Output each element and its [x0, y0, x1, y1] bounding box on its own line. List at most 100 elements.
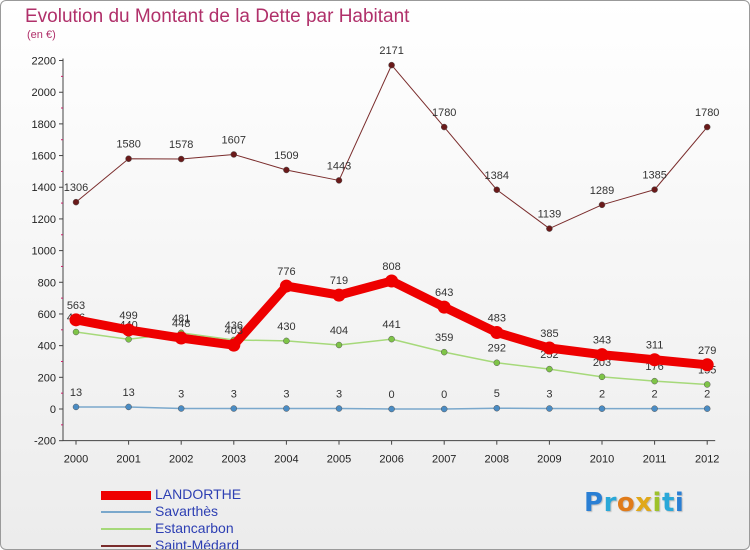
- x-tick-label: 2008: [485, 454, 509, 466]
- data-point-saint-m-dard: [388, 61, 395, 69]
- legend-item-savarth-s: Savarthès: [101, 503, 271, 521]
- data-point-landorthe: [69, 313, 83, 327]
- data-label-landorthe: 279: [698, 345, 716, 357]
- data-label-saint-m-dard: 1443: [327, 160, 351, 172]
- data-label-savarth-s: 3: [336, 389, 342, 401]
- y-tick-label: 400: [38, 341, 56, 353]
- x-tick-label: 2003: [222, 454, 246, 466]
- x-tick-label: 2001: [116, 454, 140, 466]
- data-point-saint-m-dard: [125, 155, 132, 162]
- data-label-estancarbon: 430: [277, 321, 295, 333]
- data-point-estancarbon: [72, 328, 80, 336]
- data-point-saint-m-dard: [283, 166, 290, 174]
- data-label-savarth-s: 0: [441, 389, 447, 401]
- data-point-savarth-s: [177, 405, 185, 412]
- data-point-landorthe: [437, 300, 451, 314]
- y-tick-label: 0: [50, 404, 56, 416]
- legend-swatch-saint-m-dard: [101, 545, 151, 547]
- logo-letter: r: [603, 488, 617, 518]
- data-label-estancarbon: 404: [330, 325, 348, 337]
- data-label-estancarbon: 359: [435, 332, 453, 344]
- data-point-landorthe: [595, 348, 609, 362]
- data-label-savarth-s: 13: [122, 387, 134, 399]
- data-label-saint-m-dard: 1384: [485, 170, 509, 182]
- data-point-landorthe: [332, 288, 346, 302]
- logo-letter: i: [674, 488, 685, 518]
- data-label-savarth-s: 5: [494, 388, 500, 400]
- data-label-landorthe: 499: [119, 310, 137, 322]
- data-label-saint-m-dard: 1780: [432, 107, 456, 119]
- data-label-saint-m-dard: 1306: [64, 182, 88, 194]
- data-point-saint-m-dard: [335, 177, 343, 184]
- data-point-estancarbon: [651, 377, 658, 385]
- y-tick-label: 1000: [32, 246, 56, 258]
- data-label-savarth-s: 3: [178, 389, 184, 401]
- data-label-landorthe: 311: [646, 340, 664, 352]
- data-point-savarth-s: [598, 405, 606, 412]
- legend-swatch-estancarbon: [101, 528, 151, 530]
- data-point-savarth-s: [335, 405, 343, 412]
- data-point-landorthe: [122, 323, 136, 337]
- data-point-saint-m-dard: [493, 186, 501, 194]
- data-label-savarth-s: 3: [283, 389, 289, 401]
- data-label-landorthe: 719: [330, 275, 348, 287]
- data-point-estancarbon: [493, 359, 501, 366]
- data-point-estancarbon: [440, 348, 448, 356]
- chart-title: Evolution du Montant de la Dette par Hab…: [25, 6, 410, 27]
- y-tick-label: 2000: [32, 87, 56, 99]
- data-label-landorthe: 343: [593, 335, 611, 347]
- proxiti-logo: Proxiti: [584, 488, 684, 518]
- data-point-estancarbon: [703, 381, 711, 388]
- data-point-landorthe: [279, 279, 293, 293]
- data-label-savarth-s: 2: [704, 389, 710, 401]
- chart-legend: LANDORTHE Savarthès Estancarbon Saint-Médar…: [101, 486, 271, 550]
- data-point-landorthe: [542, 341, 556, 355]
- data-label-saint-m-dard: 1509: [274, 150, 298, 162]
- x-tick-label: 2011: [643, 454, 667, 466]
- data-point-savarth-s: [230, 405, 238, 412]
- x-tick-label: 2012: [695, 454, 719, 466]
- data-label-estancarbon: 436: [225, 320, 243, 332]
- data-label-landorthe: 808: [382, 261, 400, 273]
- y-tick-label: 800: [38, 277, 56, 289]
- data-point-estancarbon: [283, 337, 290, 345]
- data-point-savarth-s: [703, 405, 711, 412]
- data-point-savarth-s: [651, 405, 658, 412]
- data-point-saint-m-dard: [703, 123, 711, 131]
- data-label-landorthe: 563: [67, 300, 85, 312]
- logo-letter: t: [661, 488, 675, 518]
- data-point-saint-m-dard: [598, 201, 606, 209]
- legend-label-savarth-s: Savarthès: [155, 503, 219, 519]
- logo-letter: P: [584, 488, 604, 518]
- data-label-savarth-s: 3: [546, 389, 552, 401]
- data-point-saint-m-dard: [72, 198, 80, 206]
- data-label-saint-m-dard: 1289: [590, 185, 614, 197]
- y-tick-label: 1200: [32, 214, 56, 226]
- data-point-landorthe: [700, 358, 714, 372]
- data-label-estancarbon: 441: [382, 319, 400, 331]
- data-point-savarth-s: [388, 405, 395, 413]
- data-point-landorthe: [174, 331, 188, 345]
- x-tick-label: 2002: [169, 454, 193, 466]
- x-tick-label: 2007: [432, 454, 456, 466]
- logo-letter: o: [616, 488, 636, 518]
- legend-label-saint-m-dard: Saint-Médard: [155, 537, 240, 550]
- data-label-landorthe: 403: [225, 325, 243, 337]
- data-label-savarth-s: 13: [70, 387, 82, 399]
- data-point-savarth-s: [493, 404, 501, 412]
- y-tick-label: 1600: [32, 151, 56, 163]
- data-label-saint-m-dard: 1139: [538, 209, 562, 221]
- data-label-saint-m-dard: 1580: [116, 139, 140, 151]
- y-tick-label: 2200: [32, 56, 56, 68]
- x-tick-label: 2004: [274, 454, 298, 466]
- data-label-savarth-s: 2: [599, 389, 605, 401]
- data-point-savarth-s: [546, 405, 553, 412]
- data-point-saint-m-dard: [440, 123, 448, 131]
- data-label-savarth-s: 3: [231, 389, 237, 401]
- legend-swatch-landorthe: [101, 490, 151, 500]
- legend-item-landorthe: LANDORTHE: [101, 486, 271, 504]
- data-label-estancarbon: 292: [488, 343, 506, 355]
- chart-subtitle: (en €): [27, 29, 56, 41]
- data-point-landorthe: [648, 353, 662, 367]
